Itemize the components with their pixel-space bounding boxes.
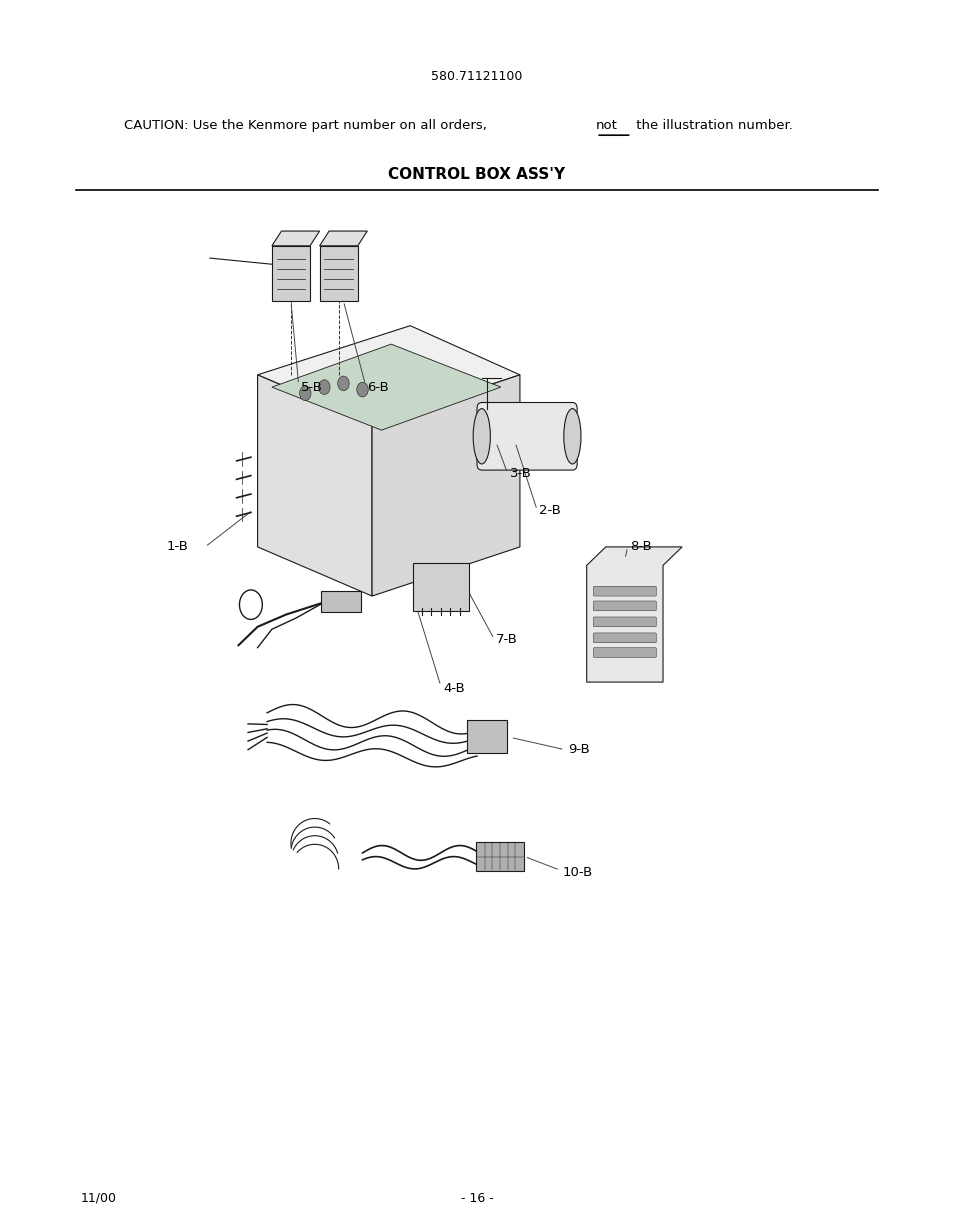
Text: CONTROL BOX ASS'Y: CONTROL BOX ASS'Y [388,167,565,182]
FancyBboxPatch shape [593,633,656,643]
Circle shape [356,382,368,397]
Polygon shape [586,547,681,682]
Circle shape [337,376,349,391]
Text: the illustration number.: the illustration number. [631,119,792,132]
Polygon shape [272,344,500,430]
Polygon shape [372,375,519,596]
FancyBboxPatch shape [476,842,523,871]
Text: 580.71121100: 580.71121100 [431,70,522,82]
Text: 6-B: 6-B [367,381,389,393]
Text: - 16 -: - 16 - [460,1192,493,1204]
Text: 5-B: 5-B [300,381,322,393]
FancyBboxPatch shape [320,591,360,612]
Text: CAUTION: Use the Kenmore part number on all orders,: CAUTION: Use the Kenmore part number on … [124,119,491,132]
FancyBboxPatch shape [593,601,656,611]
Text: not: not [596,119,618,132]
Ellipse shape [563,408,580,465]
FancyBboxPatch shape [593,586,656,596]
Circle shape [318,380,330,395]
FancyBboxPatch shape [593,648,656,658]
Polygon shape [257,375,372,596]
Text: 2-B: 2-B [538,504,560,516]
Text: 11/00: 11/00 [81,1192,117,1204]
Text: 1-B: 1-B [167,541,189,553]
Circle shape [299,386,311,401]
Ellipse shape [473,408,490,465]
Polygon shape [272,231,319,246]
FancyBboxPatch shape [593,617,656,627]
Polygon shape [257,326,519,424]
Text: 9-B: 9-B [567,744,589,756]
FancyBboxPatch shape [413,563,469,611]
Polygon shape [319,231,367,246]
Polygon shape [272,246,310,301]
FancyBboxPatch shape [476,402,577,469]
Text: 4-B: 4-B [443,682,465,694]
Text: 7-B: 7-B [496,633,517,645]
FancyBboxPatch shape [466,720,506,753]
Text: 8-B: 8-B [629,541,651,553]
Polygon shape [319,246,357,301]
Text: 10-B: 10-B [562,866,593,879]
Text: 3-B: 3-B [510,467,532,479]
